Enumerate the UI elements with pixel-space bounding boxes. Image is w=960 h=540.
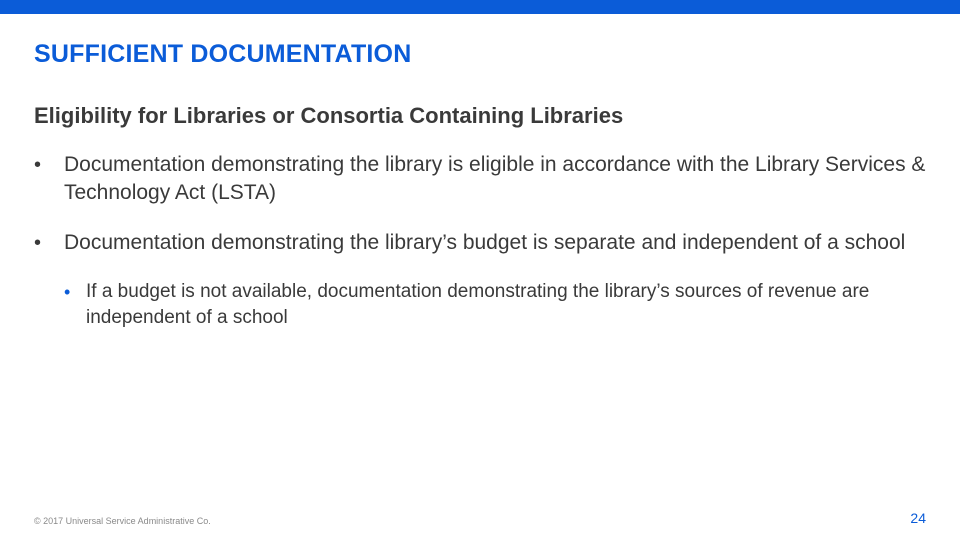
sub-bullet-marker: •	[64, 279, 86, 305]
bullet-item: • Documentation demonstrating the librar…	[34, 151, 926, 207]
sub-bullet-list: • If a budget is not available, document…	[64, 279, 926, 331]
bullet-list: • Documentation demonstrating the librar…	[34, 151, 926, 257]
bullet-marker: •	[34, 229, 64, 257]
page-number: 24	[910, 510, 926, 526]
slide-body: SUFFICIENT DOCUMENTATION Eligibility for…	[0, 14, 960, 331]
slide-subtitle: Eligibility for Libraries or Consortia C…	[34, 103, 926, 129]
bullet-text: Documentation demonstrating the library’…	[64, 229, 905, 257]
sub-bullet-item: • If a budget is not available, document…	[64, 279, 926, 331]
top-accent-bar	[0, 0, 960, 14]
bullet-item: • Documentation demonstrating the librar…	[34, 229, 926, 257]
footer: © 2017 Universal Service Administrative …	[34, 510, 926, 526]
bullet-marker: •	[34, 151, 64, 179]
copyright-text: © 2017 Universal Service Administrative …	[34, 516, 211, 526]
sub-bullet-text: If a budget is not available, documentat…	[86, 279, 926, 331]
bullet-text: Documentation demonstrating the library …	[64, 151, 926, 207]
slide-title: SUFFICIENT DOCUMENTATION	[34, 40, 926, 69]
